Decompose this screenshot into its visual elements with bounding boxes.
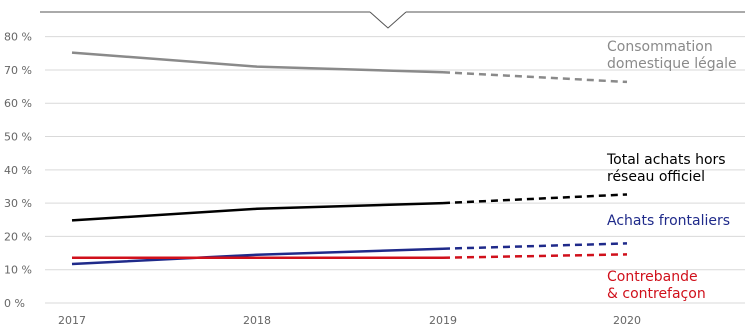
series-label-1: réseau officiel <box>607 169 705 185</box>
y-tick-label: 40 % <box>4 164 32 177</box>
x-tick-label: 2017 <box>58 314 86 327</box>
series-label-1: Total achats hors <box>606 152 726 168</box>
gridlines <box>45 36 745 304</box>
series-line-projected-0 <box>442 71 628 84</box>
y-tick-label: 10 % <box>4 264 32 277</box>
series-line-solid-2 <box>71 247 444 266</box>
series-label-2: Achats frontaliers <box>607 213 730 229</box>
y-tick-label: 50 % <box>4 131 32 144</box>
x-tick-label: 2018 <box>243 314 271 327</box>
y-tick-label: 80 % <box>4 31 32 44</box>
y-tick-label: 20 % <box>4 230 32 243</box>
series-line-projected-3 <box>442 253 628 259</box>
series-lines <box>71 51 628 266</box>
series-line-solid-1 <box>71 201 444 222</box>
series-label-3: & contrefaçon <box>607 286 706 302</box>
y-tick-label: 70 % <box>4 64 32 77</box>
y-tick-label: 60 % <box>4 97 32 110</box>
series-line-projected-1 <box>442 193 628 205</box>
x-axis-tick-labels: 2017 2018 2019 2020 <box>58 314 641 327</box>
y-axis-tick-labels: 0 % 10 % 20 % 30 % 40 % 50 % 60 % 70 % 80 % <box>4 31 32 310</box>
x-tick-label: 2020 <box>613 314 641 327</box>
top-notch <box>369 11 407 29</box>
y-tick-label: 30 % <box>4 197 32 210</box>
y-tick-label: 0 % <box>4 297 25 310</box>
series-label-0: Consommation <box>607 39 713 55</box>
x-tick-label: 2019 <box>429 314 457 327</box>
series-label-3: Contrebande <box>607 269 698 285</box>
series-line-solid-0 <box>71 51 444 74</box>
top-callout-marker <box>40 11 745 29</box>
series-label-0: domestique légale <box>607 56 737 72</box>
series-line-projected-2 <box>442 242 628 250</box>
